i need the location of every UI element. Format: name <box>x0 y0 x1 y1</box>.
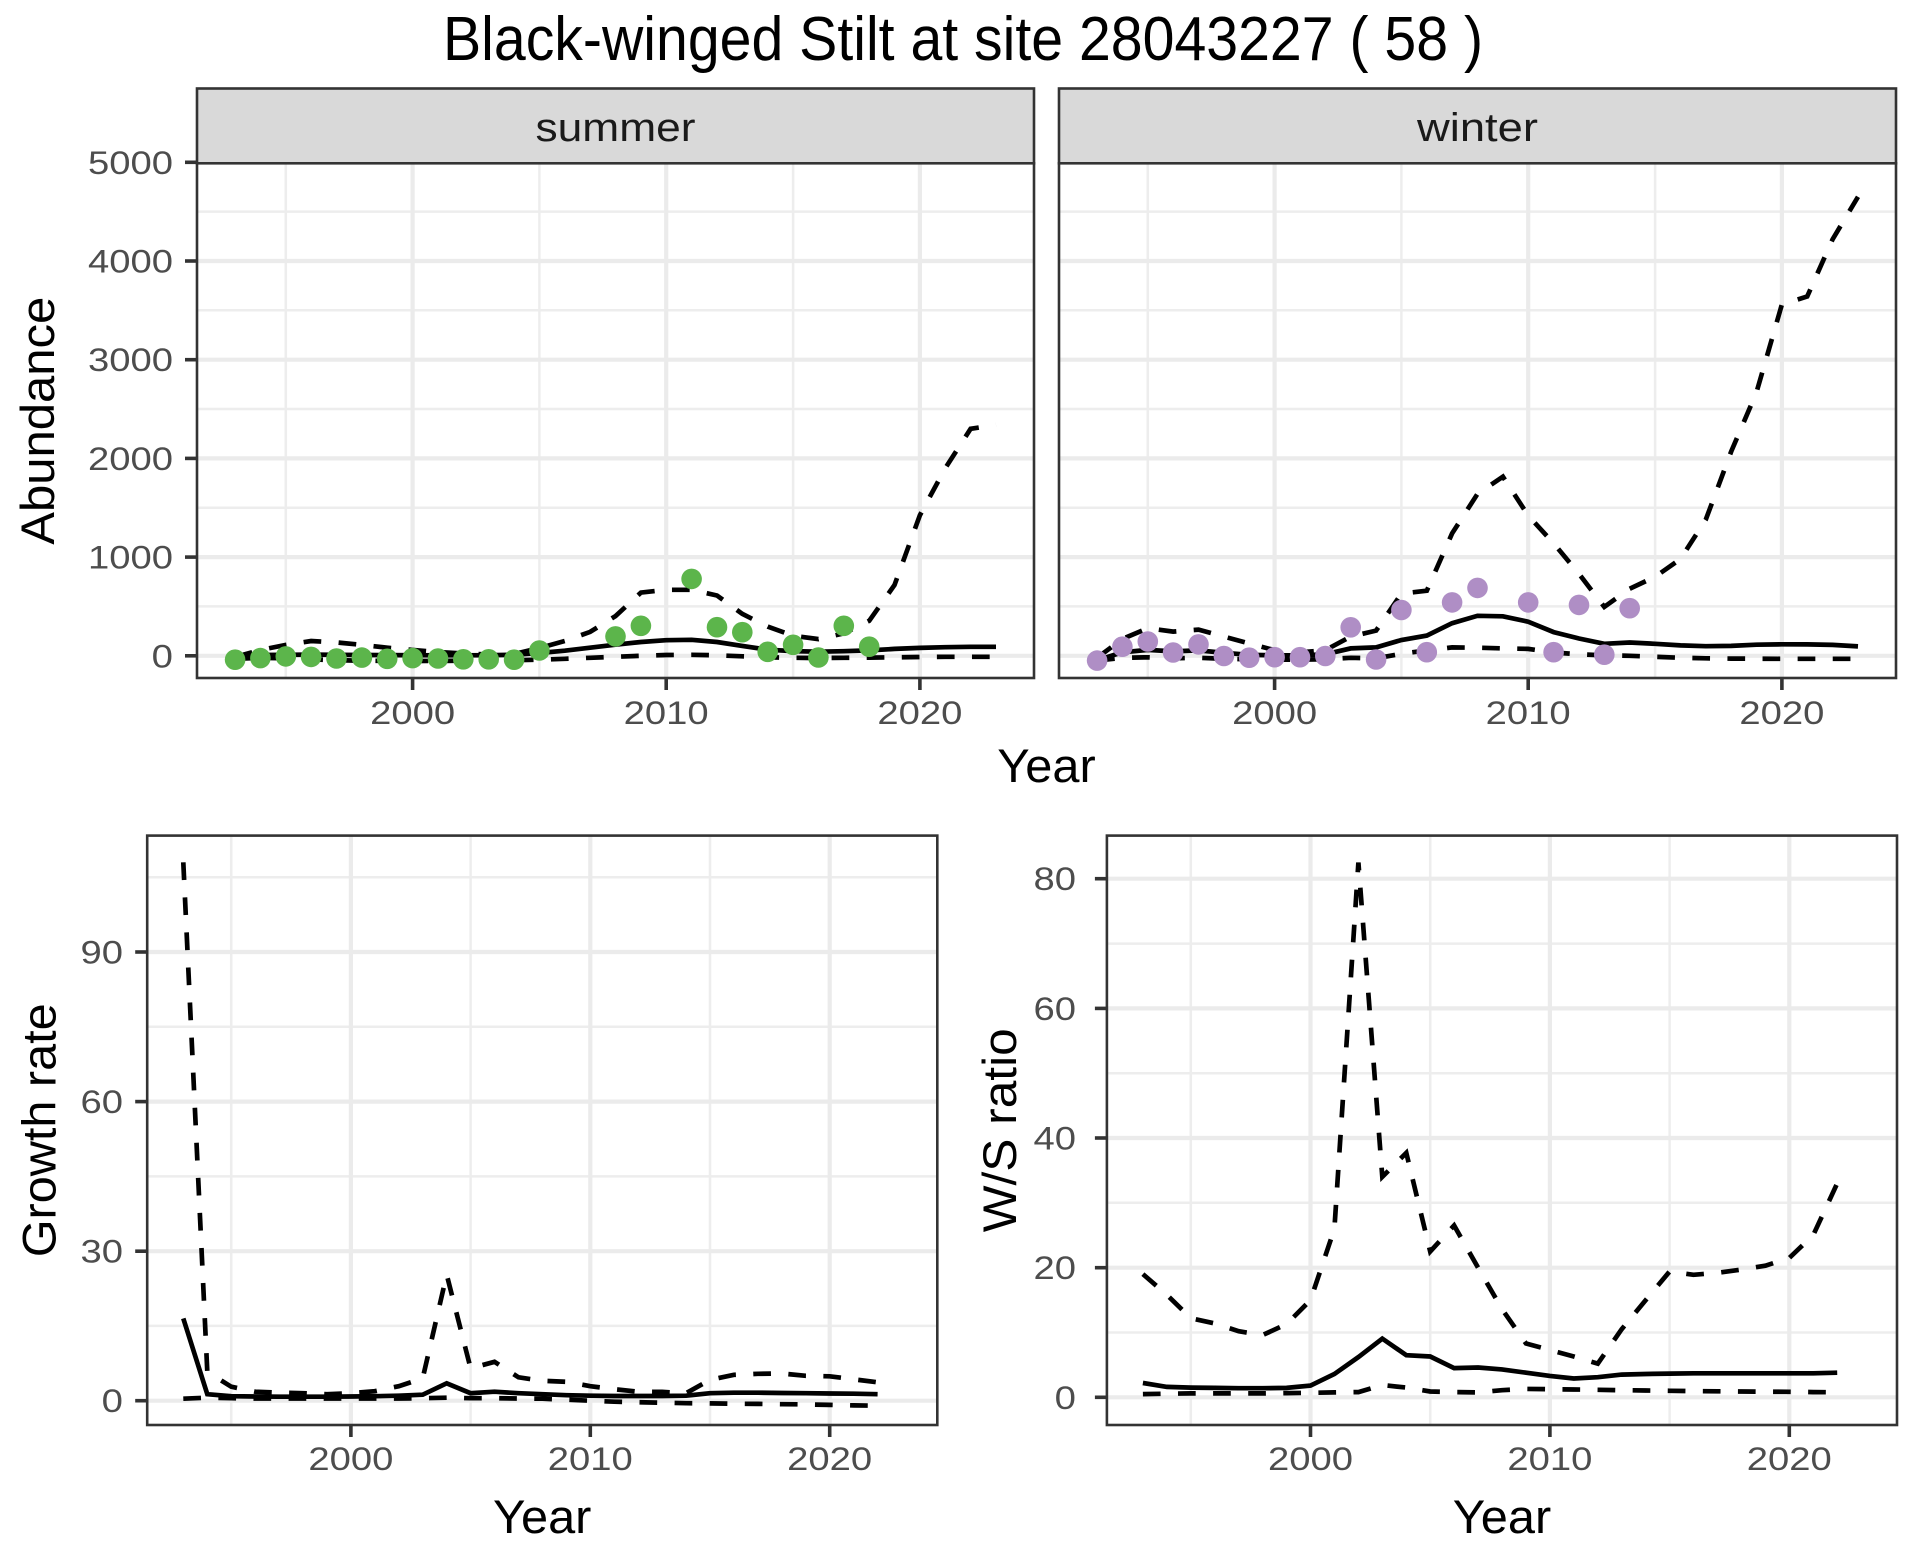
svg-text:5000: 5000 <box>88 145 173 181</box>
svg-text:winter: winter <box>1416 106 1538 150</box>
svg-text:60: 60 <box>1034 991 1077 1027</box>
svg-text:Growth rate: Growth rate <box>13 1003 66 1257</box>
svg-text:30: 30 <box>81 1234 124 1270</box>
svg-text:2010: 2010 <box>624 695 709 731</box>
svg-text:2020: 2020 <box>787 1441 872 1477</box>
svg-text:Year: Year <box>1453 1490 1551 1543</box>
svg-text:2010: 2010 <box>1507 1441 1592 1477</box>
svg-text:Black-winged Stilt at site 280: Black-winged Stilt at site 28043227 ( 58… <box>443 5 1483 74</box>
svg-text:40: 40 <box>1034 1121 1077 1157</box>
svg-text:2020: 2020 <box>1747 1441 1832 1477</box>
svg-text:Year: Year <box>997 739 1095 792</box>
svg-text:W/S ratio: W/S ratio <box>973 1028 1026 1232</box>
svg-text:0: 0 <box>152 638 173 674</box>
svg-text:2020: 2020 <box>1739 695 1824 731</box>
svg-text:4000: 4000 <box>88 244 173 280</box>
svg-text:2010: 2010 <box>1486 695 1571 731</box>
svg-text:90: 90 <box>81 935 124 971</box>
svg-text:0: 0 <box>1055 1380 1076 1416</box>
svg-text:Year: Year <box>493 1490 591 1543</box>
svg-text:2000: 2000 <box>1232 695 1317 731</box>
svg-text:Abundance: Abundance <box>11 297 64 545</box>
svg-text:2000: 2000 <box>1268 1441 1353 1477</box>
svg-text:0: 0 <box>102 1383 123 1419</box>
svg-text:20: 20 <box>1034 1250 1077 1286</box>
svg-text:2020: 2020 <box>877 695 962 731</box>
svg-text:2000: 2000 <box>370 695 455 731</box>
svg-text:2000: 2000 <box>308 1441 393 1477</box>
svg-text:3000: 3000 <box>88 342 173 378</box>
svg-text:60: 60 <box>81 1084 124 1120</box>
svg-text:1000: 1000 <box>88 540 173 576</box>
svg-text:2000: 2000 <box>88 441 173 477</box>
svg-text:summer: summer <box>536 106 696 150</box>
svg-text:80: 80 <box>1034 861 1077 897</box>
svg-text:2010: 2010 <box>548 1441 633 1477</box>
